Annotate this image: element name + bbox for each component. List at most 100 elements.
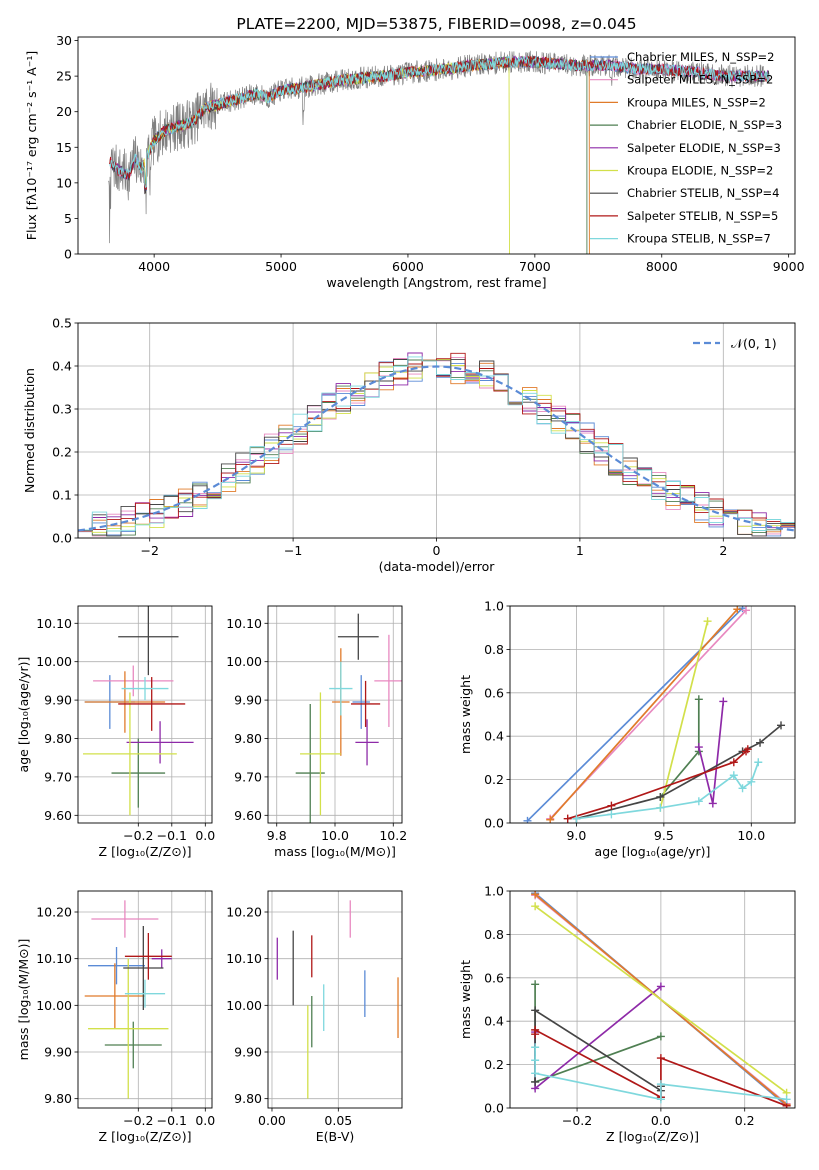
- frame-layer: wavelength [Angstrom, rest frame] Flux [f…: [24, 15, 796, 290]
- weight-marker: [656, 1054, 665, 1063]
- x-tick-label: 0.00: [258, 1113, 286, 1128]
- weight-marker: [531, 1056, 540, 1065]
- x-axis-label: (data-model)/error: [379, 559, 496, 574]
- y-tick-label: 10: [56, 175, 72, 190]
- y-tick-label: 0.2: [484, 1057, 504, 1072]
- model-spectrum-chabrier-elodie: [141, 55, 588, 254]
- x-tick-label: 4000: [138, 259, 170, 274]
- y-tick-label: 30: [56, 33, 72, 48]
- weight-marker: [531, 980, 540, 989]
- y-tick-label: 0.1: [52, 488, 72, 503]
- legend-label: Salpeter ELODIE, N_SSP=3: [627, 141, 781, 155]
- chart-mass-vs-ebv: 0.00 0.05 9.80 9.90 10.00 10.10 10.20 E(B-V): [226, 890, 403, 1144]
- legend: Chabrier MILES, N_SSP=2 Salpeter MILES, N…: [590, 50, 782, 246]
- x-tick-label: 0.2: [735, 1113, 755, 1128]
- weight-marker: [782, 1095, 791, 1104]
- y-tick-label: 10.10: [226, 951, 262, 966]
- weight-line: [534, 985, 662, 1091]
- errorbar-point-salpeter-miles: [93, 665, 174, 697]
- y-tick-label: 25: [56, 69, 72, 84]
- y-tick-label: 10.00: [226, 654, 262, 669]
- x-tick-label: −1: [284, 543, 302, 558]
- y-tick-label: 9.80: [234, 731, 262, 746]
- x-tick-label: 0.0: [195, 828, 215, 843]
- weight-marker: [531, 1025, 540, 1034]
- errorbar-point-kroupa-elodie: [300, 692, 341, 816]
- x-tick-label: 9000: [773, 259, 805, 274]
- y-axis-label: mass weight: [458, 675, 473, 754]
- y-tick-label: 10.00: [226, 998, 262, 1013]
- x-tick-label: 0.0: [195, 1113, 215, 1128]
- chart-residual-histogram: −2 −1 0 1 20.00.10.20.30.40.5(data-model)/er…: [22, 316, 796, 574]
- axes-frame: [267, 890, 403, 1109]
- weight-marker: [607, 801, 616, 810]
- weight-marker: [531, 902, 540, 911]
- y-tick-label: 0.4: [52, 359, 72, 374]
- weight-line: [697, 701, 725, 804]
- errorbar-point-kroupa-stelib: [329, 661, 353, 716]
- y-tick-label: 9.90: [44, 1045, 72, 1060]
- x-tick-label: 7000: [519, 259, 551, 274]
- axes-frame: [77, 322, 796, 539]
- weight-marker: [523, 816, 532, 823]
- y-tick-label: 9.90: [234, 693, 262, 708]
- y-tick-label: 0.4: [484, 729, 504, 744]
- legend-label: Chabrier STELIB, N_SSP=4: [627, 186, 779, 200]
- x-axis-label: mass [log₁₀(M/M⊙)]: [274, 844, 396, 859]
- y-tick-label: 0.8: [484, 642, 504, 657]
- weight-marker: [694, 695, 703, 704]
- weight-marker: [719, 697, 728, 706]
- errorbar-point-salpeter-stelib: [124, 933, 172, 980]
- weight-marker: [656, 803, 665, 812]
- model-spectrum-kroupa-stelib: [109, 55, 770, 189]
- x-axis-label: age [log₁₀(age/yr)]: [595, 844, 711, 859]
- axes-frame: [77, 605, 213, 824]
- x-axis-label: wavelength [Angstrom, rest frame]: [326, 275, 546, 290]
- weight-marker: [531, 1006, 540, 1015]
- gaussian-curve: [78, 365, 795, 532]
- weight-marker: [703, 617, 712, 626]
- axes-frame: [509, 605, 796, 824]
- x-axis-label: Z [log₁₀(Z/Z⊙)]: [99, 844, 192, 859]
- weight-series-kroupa-stelib: [572, 758, 763, 823]
- y-tick-label: 0.0: [484, 816, 504, 831]
- x-tick-label: 9.0: [566, 828, 586, 843]
- weight-series-kroupa-stelib: [531, 1043, 791, 1104]
- x-tick-label: 6000: [392, 259, 424, 274]
- errorbar-point-kroupa-stelib: [121, 677, 169, 701]
- x-tick-label: −0.1: [157, 1113, 187, 1128]
- x-tick-label: −0.2: [123, 828, 153, 843]
- y-tick-label: 0.8: [484, 927, 504, 942]
- y-tick-label: 0.6: [484, 685, 504, 700]
- x-tick-label: 8000: [646, 259, 678, 274]
- weight-marker: [729, 771, 738, 780]
- weight-marker: [531, 1077, 540, 1086]
- weight-line: [659, 620, 709, 809]
- weight-line: [534, 905, 788, 1094]
- frame-layer: Z [log₁₀(Z/Z⊙)] age [log₁₀(age/yr)]: [16, 605, 213, 859]
- axes-frame: [509, 890, 796, 1109]
- legend-label: Salpeter STELIB, N_SSP=5: [627, 209, 778, 223]
- x-tick-label: 10.2: [379, 828, 407, 843]
- weight-series-salpeter-stelib: [563, 745, 752, 823]
- weight-marker: [738, 784, 747, 793]
- weight-marker: [756, 738, 765, 747]
- errorbar-point-salpeter-miles: [91, 900, 159, 938]
- y-tick-label: 9.90: [44, 693, 72, 708]
- frame-layer: E(B-V): [267, 890, 403, 1144]
- errorbar-point-chabrier-stelib: [123, 926, 164, 1010]
- y-tick-label: 20: [56, 104, 72, 119]
- plot-area: [78, 352, 795, 538]
- y-tick-label: 10.00: [36, 654, 72, 669]
- weight-line: [576, 761, 760, 820]
- x-axis-label: Z [log₁₀(Z/Z⊙)]: [606, 1129, 699, 1144]
- weight-marker: [743, 745, 752, 754]
- frame-layer: Z [log₁₀(Z/Z⊙)] mass weight: [458, 890, 796, 1144]
- weight-marker: [531, 891, 540, 899]
- y-tick-label: 10.10: [36, 616, 72, 631]
- y-axis-label: mass [log₁₀(M/M⊙)]: [16, 939, 31, 1061]
- axes-frame: [77, 36, 796, 255]
